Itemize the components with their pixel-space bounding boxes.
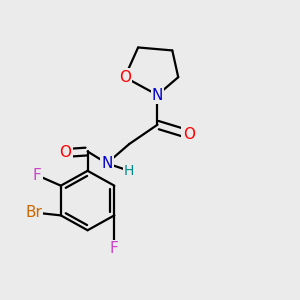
Text: N: N [152,88,163,103]
Text: Br: Br [25,205,42,220]
Text: O: O [119,70,131,85]
Text: F: F [110,241,119,256]
Text: O: O [59,146,71,160]
Text: N: N [101,156,112,171]
Text: F: F [33,168,41,183]
Text: H: H [124,164,134,178]
Text: O: O [183,127,195,142]
